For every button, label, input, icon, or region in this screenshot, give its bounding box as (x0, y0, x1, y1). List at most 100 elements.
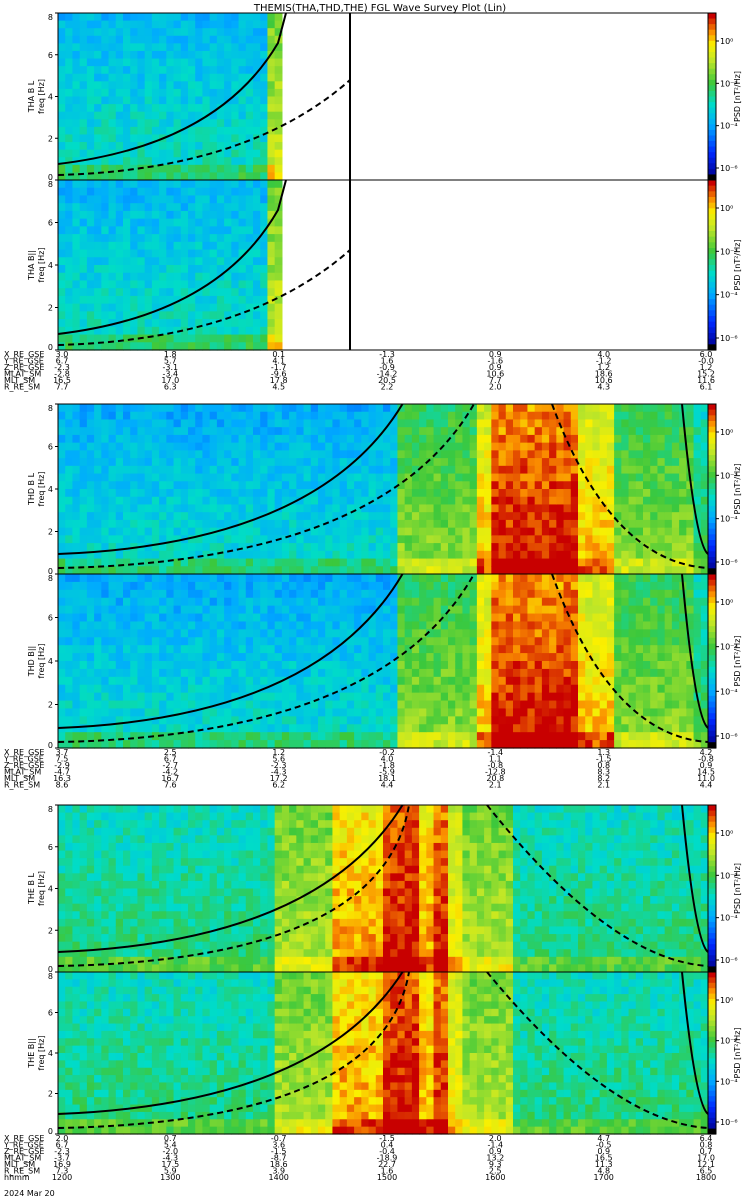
heatmap-cell (491, 589, 500, 599)
heatmap-cell (245, 558, 254, 567)
heatmap-cell (267, 613, 276, 623)
heatmap-cell (664, 458, 673, 467)
heatmap-cell (361, 427, 370, 436)
heatmap-cell (455, 637, 464, 646)
heatmap-cell (354, 434, 362, 444)
heatmap-cell (303, 597, 312, 607)
heatmap-cell (101, 581, 110, 591)
heatmap-cell (108, 203, 117, 212)
heatmap-cell (137, 637, 146, 646)
heatmap-cell (534, 527, 543, 536)
heatmap-cell (440, 589, 449, 599)
heatmap-cell (505, 434, 514, 444)
heatmap-cell (209, 88, 218, 98)
colorbar-segment (708, 506, 716, 513)
heatmap-cell (657, 512, 666, 521)
heatmap-cell (58, 257, 66, 266)
heatmap-cell (65, 203, 74, 212)
heatmap-cell (267, 210, 276, 220)
heatmap-cell (281, 732, 290, 741)
heatmap-cell (332, 613, 341, 623)
heatmap-cell (700, 512, 709, 521)
heatmap-cell (260, 73, 269, 82)
heatmap-cell (693, 481, 702, 490)
heatmap-cell (151, 481, 160, 490)
heatmap-cell (231, 280, 240, 289)
heatmap-cell (173, 172, 182, 181)
heatmap-cell (419, 684, 427, 694)
heatmap-cell (578, 442, 586, 451)
heatmap-cell (650, 527, 659, 536)
heatmap-cell (180, 157, 189, 166)
heatmap-cell (578, 535, 586, 544)
heatmap-cell (245, 157, 254, 166)
heatmap-cell (693, 450, 702, 459)
heatmap-cell (166, 692, 175, 702)
heatmap-cell (123, 558, 131, 567)
heatmap-cell (94, 326, 102, 336)
heatmap-cell (433, 419, 442, 428)
heatmap-cell (86, 496, 95, 506)
heatmap-cell (216, 326, 225, 336)
heatmap-cell (202, 684, 211, 694)
heatmap-cell (72, 519, 81, 529)
heatmap-cell (245, 13, 254, 22)
heatmap-cell (361, 613, 370, 623)
heatmap-cell (419, 621, 427, 630)
heatmap-cell (101, 629, 110, 638)
heatmap-cell (325, 535, 334, 544)
heatmap-cell (180, 265, 189, 274)
heatmap-cell (419, 629, 427, 638)
heatmap-cell (224, 613, 232, 623)
heatmap-cell (455, 668, 464, 678)
heatmap-cell (433, 716, 442, 725)
heatmap-cell (137, 724, 146, 733)
heatmap-cell (505, 512, 514, 521)
heatmap-cell (513, 732, 521, 741)
heatmap-cell (151, 581, 160, 591)
heatmap-cell (260, 489, 269, 498)
heatmap-cell (202, 661, 211, 670)
heatmap-cell (58, 288, 66, 297)
colorbar-segment (708, 46, 716, 53)
heatmap-cell (411, 411, 420, 421)
heatmap-cell (166, 257, 175, 266)
heatmap-cell (188, 265, 196, 274)
heatmap-cell (65, 234, 74, 243)
heatmap-cell (130, 653, 139, 662)
heatmap-cell (693, 527, 702, 536)
heatmap-cell (166, 134, 175, 143)
heatmap-cell (628, 496, 637, 506)
heatmap-cell (520, 668, 529, 678)
heatmap-cell (599, 481, 608, 490)
heatmap-cell (123, 732, 131, 741)
heatmap-cell (325, 419, 334, 428)
heatmap-cell (188, 218, 196, 227)
heatmap-cell (101, 597, 110, 607)
heatmap-cell (137, 172, 146, 181)
heatmap-cell (130, 142, 139, 151)
heatmap-cell (173, 111, 182, 120)
heatmap-cell (224, 157, 232, 166)
heatmap-cell (123, 427, 131, 436)
heatmap-cell (144, 104, 153, 113)
heatmap-cell (498, 566, 507, 575)
heatmap-cell (151, 226, 160, 235)
heatmap-cell (202, 119, 211, 128)
heatmap-cell (462, 535, 471, 544)
heatmap-cell (621, 527, 630, 536)
heatmap-cell (79, 442, 88, 451)
heatmap-cell (159, 661, 167, 670)
heatmap-cell (79, 581, 88, 591)
heatmap-cell (484, 581, 492, 591)
heatmap-cell (202, 489, 211, 498)
heatmap-cell (72, 241, 81, 251)
heatmap-cell (166, 489, 175, 498)
heatmap-cell (144, 481, 153, 490)
heatmap-cell (505, 684, 514, 694)
heatmap-cell (238, 157, 247, 166)
heatmap-cell (498, 473, 507, 482)
heatmap-cell (180, 119, 189, 128)
heatmap-cell (368, 605, 377, 615)
heatmap-cell (411, 597, 420, 607)
